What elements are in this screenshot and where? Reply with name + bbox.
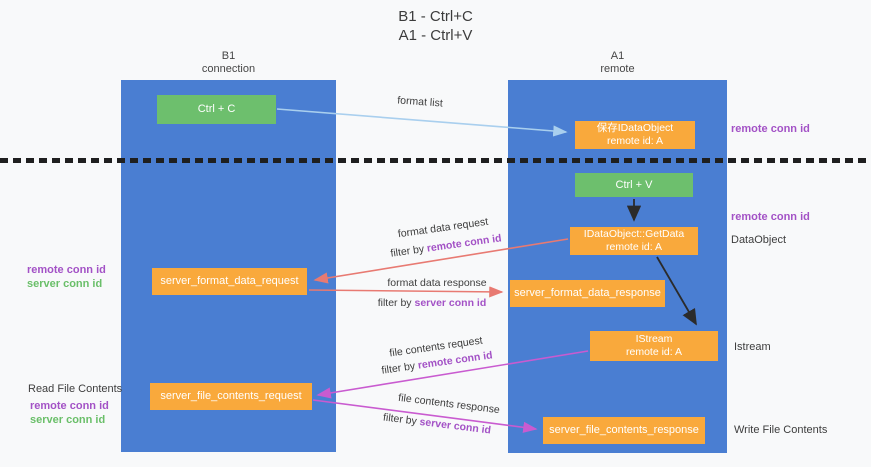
edge-label-format-data-response: format data response (387, 277, 487, 289)
filter-by-text: filter by (377, 297, 415, 309)
edge-label-filter-server-1: filter by server conn id (342, 297, 522, 309)
node-server-format-data-response: server_format_data_response (510, 280, 665, 307)
node-save-idataobject: 保存IDataObject remote id: A (575, 121, 695, 149)
server-conn-id-text: server conn id (418, 415, 492, 437)
annotation-read-file-contents: Read File Contents (28, 383, 123, 395)
annotation-left-remote-conn-mid: remote conn id (27, 264, 106, 276)
annotation-dataobject: DataObject (731, 234, 787, 246)
node-ctrl-v-label: Ctrl + V (615, 178, 653, 191)
lane-header-b1: B1 connection (121, 50, 336, 76)
node-getdata-line2: remote id: A (605, 241, 663, 253)
lane-b1-subtitle: connection (201, 63, 256, 75)
node-server-file-contents-request: server_file_contents_request (150, 383, 312, 410)
node-server-file-contents-response: server_file_contents_response (543, 417, 705, 444)
dashed-separator-line (0, 158, 871, 163)
node-file-request-label: server_file_contents_request (160, 390, 302, 402)
node-server-format-data-request: server_format_data_request (152, 268, 307, 295)
filter-by-text: filter by (380, 359, 419, 377)
node-istream-line1: IStream (635, 333, 673, 345)
annotation-left-server-conn-bottom: server conn id (30, 414, 106, 426)
node-istream-line2: remote id: A (625, 346, 683, 358)
format-data-response-arrow (308, 286, 504, 298)
annotation-write-file-contents: Write File Contents (734, 424, 828, 436)
annotation-istream: Istream (734, 341, 771, 353)
node-idataobject-getdata: IDataObject::GetData remote id: A (570, 227, 698, 255)
lane-header-a1: A1 remote (508, 50, 727, 76)
edge-label-format-list: format list (396, 94, 444, 110)
node-file-response-label: server_file_contents_response (549, 424, 699, 436)
filter-by-text: filter by (389, 242, 428, 260)
node-ctrl-v: Ctrl + V (575, 173, 693, 197)
server-conn-id-text: server conn id (414, 297, 487, 309)
diagram-title-line2: A1 - Ctrl+V (398, 27, 473, 44)
annotation-remote-conn-id-top: remote conn id (731, 123, 810, 135)
remote-conn-id-text: remote conn id (426, 232, 503, 255)
node-ctrl-c: Ctrl + C (157, 95, 276, 124)
node-save-idataobject-line1: 保存IDataObject (596, 122, 674, 134)
annotation-left-remote-conn-bottom: remote conn id (30, 400, 109, 412)
node-getdata-line1: IDataObject::GetData (583, 228, 685, 240)
diagram-title-line1: B1 - Ctrl+C (398, 8, 473, 25)
lane-a1-subtitle: remote (600, 63, 635, 75)
lane-b1-name: B1 (221, 50, 236, 62)
annotation-left-server-conn-mid: server conn id (27, 278, 103, 290)
node-format-request-label: server_format_data_request (160, 275, 299, 287)
lane-a1-name: A1 (610, 50, 625, 62)
filter-by-text: filter by (382, 411, 421, 428)
node-ctrl-c-label: Ctrl + C (197, 103, 236, 115)
node-istream: IStream remote id: A (590, 331, 718, 361)
node-save-idataobject-line2: remote id: A (606, 135, 664, 147)
annotation-remote-conn-id-mid: remote conn id (731, 211, 810, 223)
node-format-response-label: server_format_data_response (514, 287, 661, 299)
